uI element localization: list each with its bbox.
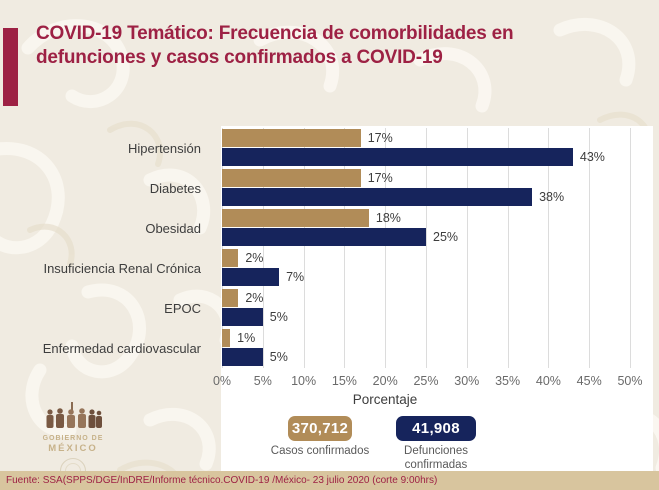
deaths-bar	[222, 148, 573, 166]
cases-bar	[222, 209, 369, 227]
deaths-bar	[222, 308, 263, 326]
x-tick-label: 30%	[454, 374, 480, 388]
x-tick-label: 35%	[495, 374, 521, 388]
category-label: EPOC	[164, 300, 201, 316]
category-axis-labels: Hipertensión Diabetes Obesidad Insuficienci…	[0, 128, 211, 368]
gridline	[466, 128, 468, 368]
bar-value-label: 17%	[367, 171, 393, 185]
x-tick-label: 15%	[331, 374, 357, 388]
historical-figures-icon	[46, 402, 102, 428]
gridline	[344, 128, 346, 368]
gridline	[589, 128, 591, 368]
bar-value-label: 7%	[286, 270, 305, 284]
x-tick-label: 25%	[413, 374, 439, 388]
category-label: Obesidad	[145, 220, 201, 236]
x-tick-label: 5%	[253, 374, 272, 388]
gridline	[507, 128, 509, 368]
x-tick-label: 50%	[617, 374, 643, 388]
deaths-bar	[222, 228, 426, 246]
gridline	[548, 128, 550, 368]
cases-count-badge: 370,712	[288, 416, 352, 441]
cases-bar	[222, 249, 239, 267]
gridline	[222, 128, 223, 368]
cases-bar	[222, 129, 361, 147]
deaths-legend-label: Defunciones confirmadas	[404, 445, 468, 471]
bar-value-label: 2%	[245, 251, 264, 265]
gridline	[426, 128, 427, 368]
x-axis-title: Porcentaje	[352, 392, 418, 407]
bar-value-label: 18%	[375, 211, 401, 225]
bar-value-label: 5%	[269, 350, 288, 364]
x-tick-label: 0%	[212, 374, 232, 388]
gridline	[385, 128, 387, 368]
cases-bar	[222, 329, 231, 347]
gridline	[303, 128, 305, 368]
deaths-bar	[222, 268, 280, 286]
deaths-bar	[222, 348, 263, 366]
gobierno-de-mexico-logo: GOBIERNO DE MÉXICO	[38, 402, 108, 485]
bar-value-label: 1%	[237, 331, 256, 345]
bar-value-label: 5%	[269, 310, 288, 324]
category-label: Enfermedad cardiovascular	[42, 340, 201, 356]
cases-bar	[222, 289, 239, 307]
category-label: Hipertensión	[128, 140, 201, 156]
gridline	[630, 128, 631, 368]
x-tick-label: 45%	[576, 374, 602, 388]
title-accent-bar	[3, 28, 18, 106]
page-title: COVID-19 Temático: Frecuencia de comorbi…	[36, 23, 514, 69]
gridline	[262, 128, 264, 368]
source-footer: Fuente: SSA(SPPS/DGE/InDRE/Informe técni…	[0, 471, 659, 490]
cases-legend-label: Casos confirmados	[270, 445, 370, 457]
bar-value-label: 25%	[433, 230, 459, 244]
bar-value-label: 2%	[245, 291, 264, 305]
category-label: Diabetes	[149, 180, 201, 196]
deaths-bar	[222, 188, 533, 206]
logo-text-line1: GOBIERNO DE	[42, 435, 104, 442]
cases-bar	[222, 169, 361, 187]
x-tick-label: 20%	[372, 374, 398, 388]
logo-text-line2: MÉXICO	[48, 443, 98, 455]
bar-value-label: 43%	[579, 150, 605, 164]
logo-text: GOBIERNO DE MÉXICO	[38, 434, 108, 455]
plot-area: 0% 5% 10% 15% 20% 25% 30% 35% 40% 45% 50% 17% 43% 17%…	[213, 128, 643, 388]
bar-value-label: 17%	[367, 131, 393, 145]
bar-value-label: 38%	[539, 190, 565, 204]
category-label: Insuficiencia Renal Crónica	[43, 260, 201, 276]
deaths-count-badge: 41,908	[396, 416, 476, 441]
x-tick-label: 40%	[535, 374, 561, 388]
x-tick-label: 10%	[291, 374, 317, 388]
